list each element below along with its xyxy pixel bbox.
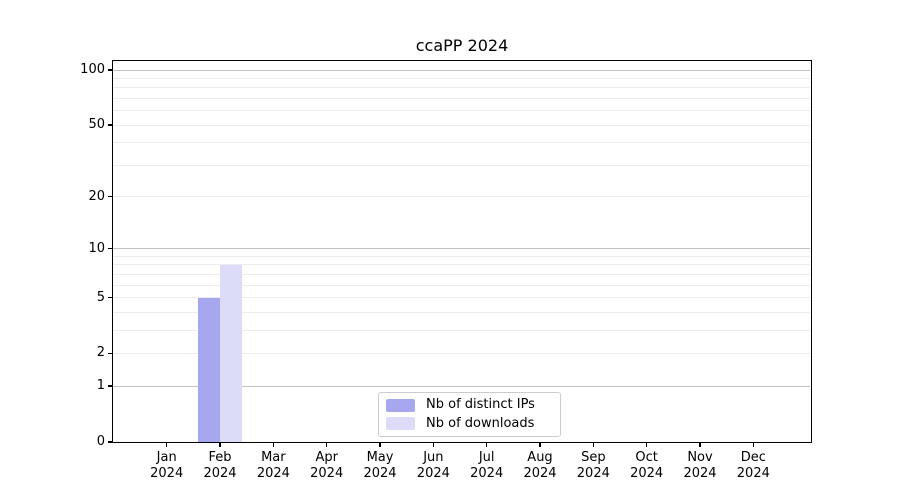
legend-item: Nb of distinct IPs [379,397,560,413]
x-axis-label: Feb 2024 [203,450,237,481]
y-minor-gridline [113,87,810,89]
y-minor-gridline [113,110,810,112]
y-axis-tick [108,124,113,126]
x-axis-tick [539,443,541,447]
legend-swatch-distinct-ips [386,398,415,412]
x-axis-label: Dec 2024 [736,450,770,481]
y-major-gridline [113,248,810,250]
y-axis-label: 20 [88,188,105,204]
chart-title: ccaPP 2024 [415,36,509,55]
x-axis-tick [645,443,648,447]
x-axis-label: Nov 2024 [683,450,717,481]
legend-label: Nb of distinct IPs [426,397,535,413]
x-axis-tick [752,443,755,447]
x-axis-label: May 2024 [363,450,397,481]
y-axis-label: 50 [88,117,105,133]
legend-item: Nb of downloads [379,416,560,432]
x-axis-label: Jun 2024 [416,450,450,481]
y-axis-label: 100 [80,62,105,78]
y-minor-gridline [113,273,810,275]
y-minor-gridline [113,124,810,126]
x-axis-label: Mar 2024 [256,450,290,481]
x-axis-tick [432,443,435,447]
y-axis-tick [108,248,113,250]
y-minor-gridline [113,311,810,313]
y-axis-tick [108,69,113,71]
y-major-gridline [113,385,810,387]
y-axis-tick [108,352,113,355]
y-axis-label: 2 [96,345,105,361]
y-axis-tick [108,296,113,299]
x-axis-label: Aug 2024 [523,450,557,481]
y-axis-tick [108,385,113,387]
y-minor-gridline [113,297,810,299]
x-axis-label: Jul 2024 [470,450,504,481]
y-axis-tick [108,195,113,198]
x-axis-tick [592,443,595,447]
y-minor-gridline [113,196,810,198]
legend-swatch-downloads [386,417,415,431]
y-axis-label: 10 [88,240,105,256]
y-minor-gridline [113,255,810,257]
y-axis-label: 5 [96,289,105,305]
x-axis-label: Apr 2024 [310,450,344,481]
bar-downloads [220,264,243,442]
legend-label: Nb of downloads [426,415,535,431]
x-axis-tick [325,443,328,447]
y-axis-tick [108,441,113,443]
x-axis-tick [166,443,168,447]
y-minor-gridline [113,264,810,266]
y-minor-gridline [113,284,810,286]
x-axis-label: Sep 2024 [576,450,610,481]
y-minor-gridline [113,77,810,79]
x-axis-label: Jan 2024 [150,450,184,481]
y-minor-gridline [113,142,810,144]
y-minor-gridline [113,352,810,354]
y-axis-label: 0 [96,434,105,449]
y-minor-gridline [113,97,810,99]
y-minor-gridline [113,329,810,331]
y-major-gridline [113,69,810,71]
x-axis-tick [219,443,221,447]
x-axis-label: Oct 2024 [630,450,664,481]
legend: Nb of distinct IPs Nb of downloads [378,392,561,437]
x-axis-tick [272,443,275,447]
bar-distinct-ips [198,297,221,442]
x-axis-tick [379,443,381,447]
x-axis-tick [485,443,488,447]
x-axis-tick [699,443,701,447]
y-minor-gridline [113,164,810,166]
y-axis-label: 1 [96,378,105,394]
